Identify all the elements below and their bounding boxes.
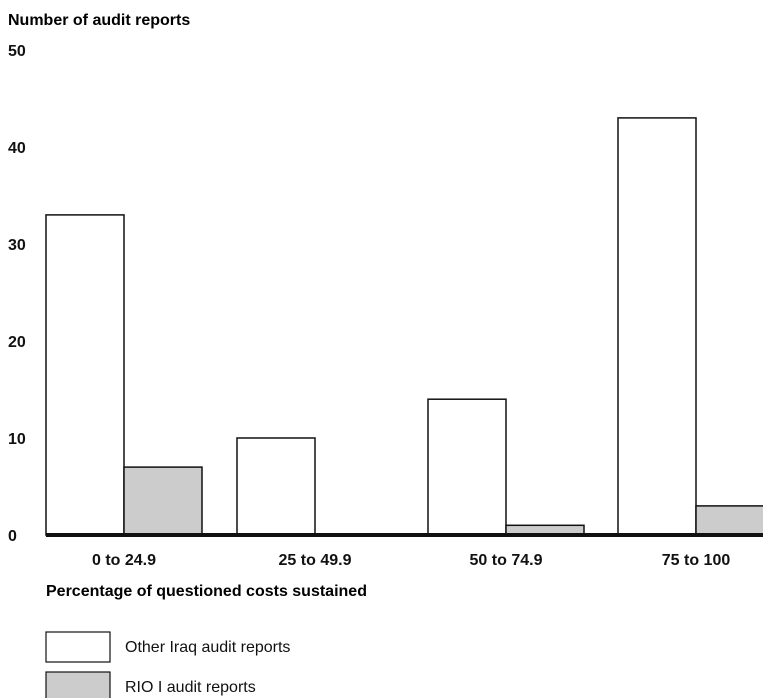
x-tick-label: 0 to 24.9: [92, 552, 156, 569]
bar-rio-i-0: [123, 466, 203, 536]
bar-rio-i-3: [695, 505, 763, 536]
bar-other-iraq-3: [617, 117, 697, 536]
legend-swatch-rio-i: [45, 671, 111, 698]
y-tick-label: 10: [8, 431, 26, 448]
y-axis-label: Number of audit reports: [8, 12, 190, 29]
x-tick-label: 75 to 100: [662, 552, 731, 569]
y-tick-label: 20: [8, 334, 26, 351]
x-tick-label: 25 to 49.9: [279, 552, 352, 569]
bar-other-iraq-2: [427, 398, 507, 536]
y-tick-label: 0: [8, 528, 17, 545]
legend-swatch-other-iraq: [45, 631, 111, 663]
y-tick-label: 40: [8, 140, 26, 157]
y-axis-ticks: 0 10 20 30 40 50: [8, 43, 26, 545]
legend-label: RIO I audit reports: [125, 679, 256, 696]
bar-other-iraq-0: [45, 214, 125, 536]
bar-other-iraq-1: [236, 437, 316, 536]
y-tick-label: 30: [8, 237, 26, 254]
legend-label: Other Iraq audit reports: [125, 639, 290, 656]
y-tick-label: 50: [8, 43, 26, 60]
bars: [45, 117, 763, 536]
x-axis-ticks: 0 to 24.9 25 to 49.9 50 to 74.9 75 to 100: [92, 552, 730, 569]
legend: Other Iraq audit reports RIO I audit repo…: [45, 631, 290, 698]
x-tick-label: 50 to 74.9: [470, 552, 543, 569]
x-axis-label: Percentage of questioned costs sustained: [46, 583, 367, 600]
